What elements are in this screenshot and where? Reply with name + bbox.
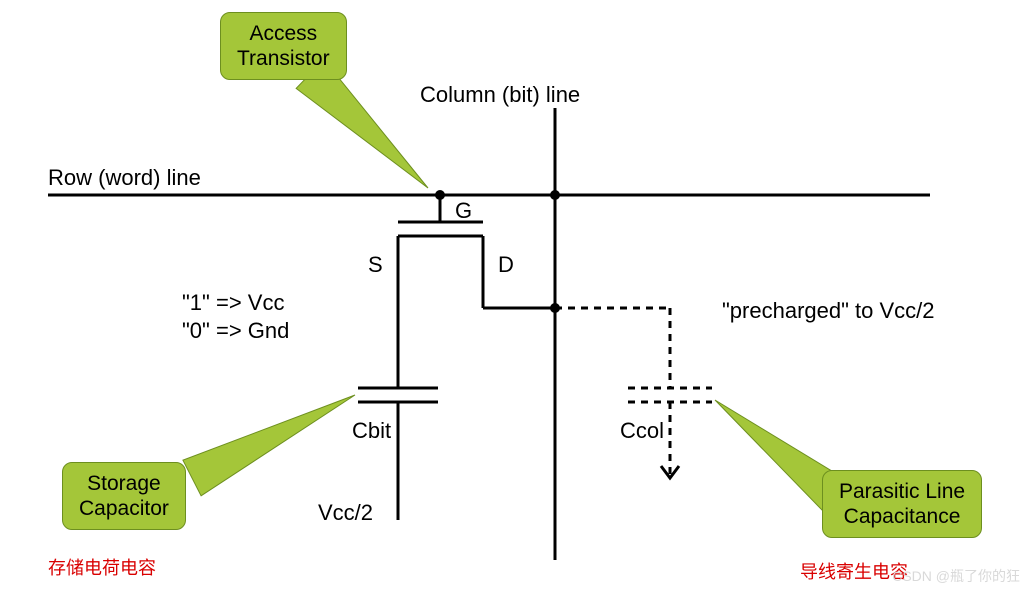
chinese-storage-label: 存储电荷电容 — [48, 554, 156, 580]
access-transistor-line2: Transistor — [237, 46, 330, 71]
cbit-label: Cbit — [352, 418, 391, 444]
storage-capacitor-line2: Capacitor — [79, 496, 169, 521]
d-label: D — [498, 252, 514, 278]
zero-label: "0" => Gnd — [182, 318, 289, 344]
parasitic-line1: Parasitic Line — [839, 479, 965, 504]
one-label: "1" => Vcc — [182, 290, 284, 316]
access-transistor-line1: Access — [237, 21, 330, 46]
parasitic-line-callout: Parasitic Line Capacitance — [822, 470, 982, 538]
storage-capacitor-callout: Storage Capacitor — [62, 462, 186, 530]
column-line-label: Column (bit) line — [420, 82, 580, 108]
g-label: G — [455, 198, 472, 224]
storage-capacitor-line1: Storage — [79, 471, 169, 496]
parasitic-line2: Capacitance — [839, 504, 965, 529]
csdn-watermark: CSDN @瓶了你的狂 — [892, 566, 1020, 586]
row-line-label: Row (word) line — [48, 165, 201, 191]
precharged-label: "precharged" to Vcc/2 — [722, 298, 935, 324]
vcc2-label: Vcc/2 — [318, 500, 373, 526]
s-label: S — [368, 252, 383, 278]
ccol-label: Ccol — [620, 418, 664, 444]
access-transistor-callout: Access Transistor — [220, 12, 347, 80]
